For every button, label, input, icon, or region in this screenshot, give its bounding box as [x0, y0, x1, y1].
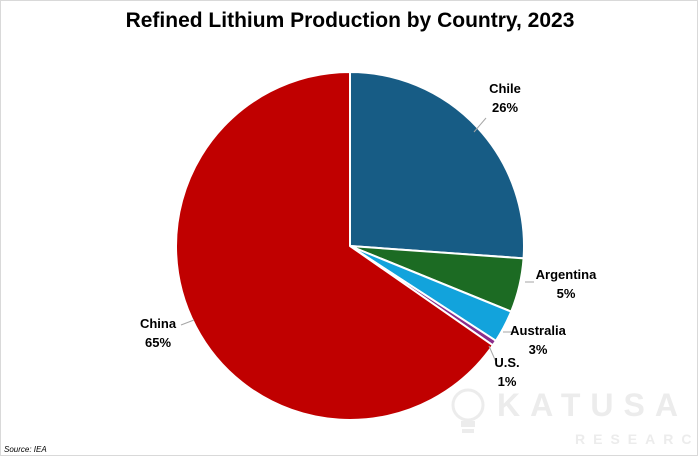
pie-slices [175, 71, 525, 421]
leader-line [180, 319, 195, 326]
slice-label-name: Chile [489, 81, 521, 96]
slice-label-value: 5% [557, 286, 576, 301]
slice-label: Argentina 5% [536, 267, 597, 301]
slice-label: Chile 26% [489, 81, 521, 115]
slice-label-name: Australia [510, 323, 566, 338]
pie-slice-china [175, 71, 494, 421]
slice-label: China 65% [140, 316, 177, 350]
leader-lines [180, 117, 534, 363]
slice-label-value: 26% [492, 100, 518, 115]
leader-line [473, 117, 487, 133]
slice-label-name: China [140, 316, 177, 331]
slice-label: Australia 3% [510, 323, 566, 357]
watermark-name: KATUSA [497, 387, 688, 423]
chart-title: Refined Lithium Production by Country, 2… [125, 9, 575, 32]
slice-labels: Chile 26% Argentina 5% Australia 3% U.S. 1% Chin… [140, 81, 597, 389]
watermark-logo: KATUSA RESEARCH [445, 385, 700, 455]
slice-label: U.S. 1% [494, 355, 519, 389]
source-note: Source: IEA [4, 445, 47, 454]
slice-label-value: 65% [145, 335, 171, 350]
lightbulb-icon [451, 388, 485, 433]
slice-label-value: 1% [498, 374, 517, 389]
slice-label-name: U.S. [494, 355, 519, 370]
slice-label-name: Argentina [536, 267, 597, 282]
watermark-subtitle: RESEARCH [575, 431, 700, 447]
leader-line [488, 345, 497, 363]
slice-label-value: 3% [529, 342, 548, 357]
